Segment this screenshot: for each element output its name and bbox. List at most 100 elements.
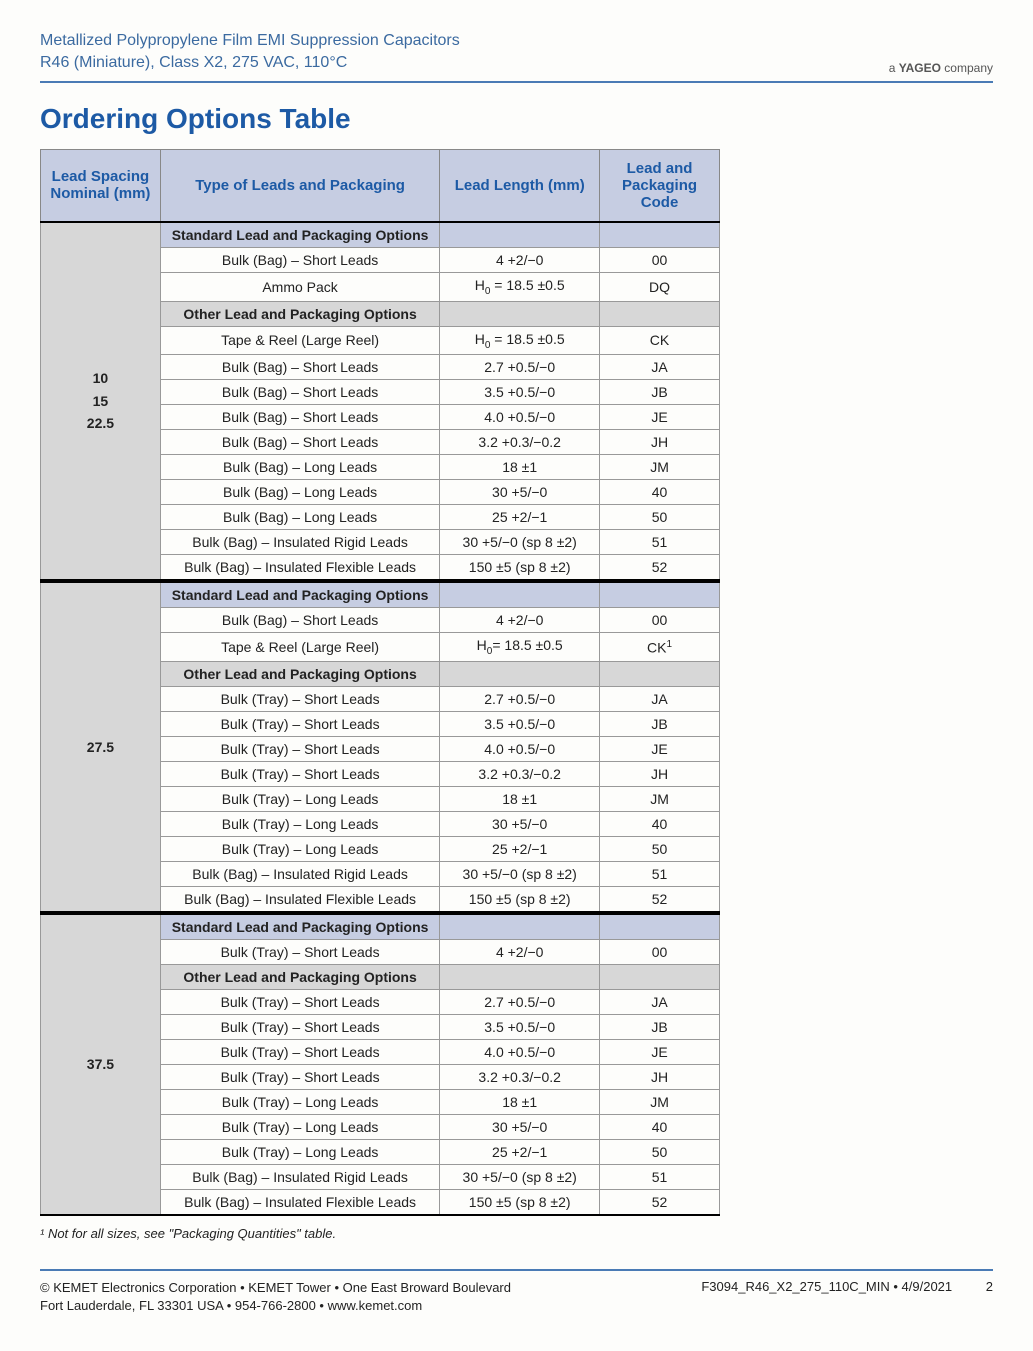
type-cell: Bulk (Bag) – Short Leads: [160, 247, 439, 272]
code-cell: 52: [600, 887, 720, 914]
header-right: a YAGEO company: [889, 61, 993, 75]
section-other: Other Lead and Packaging Options: [160, 965, 439, 990]
len-cell: 30 +5/−0: [440, 1115, 600, 1140]
code-cell: 40: [600, 1115, 720, 1140]
code-cell: JH: [600, 430, 720, 455]
code-cell: DQ: [600, 272, 720, 301]
lead-spacing-cell: 37.5: [41, 913, 161, 1215]
code-cell: JM: [600, 455, 720, 480]
col-type: Type of Leads and Packaging: [160, 149, 439, 222]
len-cell: 30 +5/−0: [440, 812, 600, 837]
type-cell: Bulk (Tray) – Short Leads: [160, 712, 439, 737]
code-cell: 51: [600, 1165, 720, 1190]
len-cell: 3.5 +0.5/−0: [440, 380, 600, 405]
code-cell: JE: [600, 1040, 720, 1065]
code-cell: JA: [600, 687, 720, 712]
code-cell: CK1: [600, 633, 720, 662]
len-cell: 3.5 +0.5/−0: [440, 712, 600, 737]
len-cell: 3.5 +0.5/−0: [440, 1015, 600, 1040]
page-footer: © KEMET Electronics Corporation • KEMET …: [40, 1269, 993, 1315]
footnote: ¹ Not for all sizes, see "Packaging Quan…: [40, 1226, 993, 1241]
len-cell: 18 ±1: [440, 1090, 600, 1115]
type-cell: Bulk (Bag) – Short Leads: [160, 608, 439, 633]
section-other: Other Lead and Packaging Options: [160, 301, 439, 326]
code-cell: JB: [600, 712, 720, 737]
type-cell: Bulk (Bag) – Insulated Flexible Leads: [160, 555, 439, 582]
type-cell: Bulk (Bag) – Insulated Rigid Leads: [160, 530, 439, 555]
len-cell: 150 ±5 (sp 8 ±2): [440, 1190, 600, 1216]
type-cell: Bulk (Bag) – Insulated Flexible Leads: [160, 887, 439, 914]
len-cell: 150 ±5 (sp 8 ±2): [440, 555, 600, 582]
code-cell: 50: [600, 505, 720, 530]
type-cell: Bulk (Tray) – Short Leads: [160, 762, 439, 787]
code-cell: CK: [600, 326, 720, 355]
len-cell: 4.0 +0.5/−0: [440, 737, 600, 762]
footer-right: F3094_R46_X2_275_110C_MIN • 4/9/2021 2: [701, 1279, 993, 1315]
type-cell: Bulk (Tray) – Long Leads: [160, 837, 439, 862]
type-cell: Tape & Reel (Large Reel): [160, 633, 439, 662]
len-cell: 4 +2/−0: [440, 940, 600, 965]
code-cell: 52: [600, 1190, 720, 1216]
len-cell: H0= 18.5 ±0.5: [440, 633, 600, 662]
type-cell: Bulk (Tray) – Short Leads: [160, 990, 439, 1015]
col-lead-length: Lead Length (mm): [440, 149, 600, 222]
len-cell: H0 = 18.5 ±0.5: [440, 272, 600, 301]
code-cell: JM: [600, 1090, 720, 1115]
code-cell: JB: [600, 1015, 720, 1040]
len-cell: H0 = 18.5 ±0.5: [440, 326, 600, 355]
code-cell: JH: [600, 762, 720, 787]
type-cell: Bulk (Bag) – Short Leads: [160, 430, 439, 455]
footer-line1: © KEMET Electronics Corporation • KEMET …: [40, 1279, 511, 1297]
len-cell: 3.2 +0.3/−0.2: [440, 762, 600, 787]
type-cell: Bulk (Bag) – Short Leads: [160, 355, 439, 380]
section-standard: Standard Lead and Packaging Options: [160, 222, 439, 248]
code-cell: JA: [600, 990, 720, 1015]
type-cell: Bulk (Tray) – Short Leads: [160, 1015, 439, 1040]
lead-spacing-cell: 27.5: [41, 581, 161, 913]
type-cell: Bulk (Bag) – Short Leads: [160, 405, 439, 430]
type-cell: Bulk (Tray) – Short Leads: [160, 737, 439, 762]
footer-page: 2: [986, 1279, 993, 1294]
code-cell: JA: [600, 355, 720, 380]
type-cell: Bulk (Tray) – Short Leads: [160, 687, 439, 712]
section-standard: Standard Lead and Packaging Options: [160, 913, 439, 940]
len-cell: 30 +5/−0 (sp 8 ±2): [440, 1165, 600, 1190]
col-lead-spacing: Lead Spacing Nominal (mm): [41, 149, 161, 222]
len-cell: 30 +5/−0: [440, 480, 600, 505]
footer-doc-id: F3094_R46_X2_275_110C_MIN • 4/9/2021: [701, 1279, 952, 1294]
code-cell: 00: [600, 247, 720, 272]
type-cell: Bulk (Tray) – Short Leads: [160, 1065, 439, 1090]
footer-line2: Fort Lauderdale, FL 33301 USA • 954-766-…: [40, 1297, 511, 1315]
code-cell: 50: [600, 1140, 720, 1165]
code-cell: 52: [600, 555, 720, 582]
len-cell: 4 +2/−0: [440, 608, 600, 633]
code-cell: JE: [600, 737, 720, 762]
code-cell: JB: [600, 380, 720, 405]
type-cell: Bulk (Bag) – Insulated Rigid Leads: [160, 1165, 439, 1190]
type-cell: Bulk (Tray) – Long Leads: [160, 1090, 439, 1115]
page-header: Metallized Polypropylene Film EMI Suppre…: [40, 30, 993, 83]
header-left: Metallized Polypropylene Film EMI Suppre…: [40, 30, 460, 75]
len-cell: 18 ±1: [440, 787, 600, 812]
len-cell: 30 +5/−0 (sp 8 ±2): [440, 862, 600, 887]
doc-title-line2: R46 (Miniature), Class X2, 275 VAC, 110°…: [40, 52, 460, 74]
len-cell: 25 +2/−1: [440, 837, 600, 862]
type-cell: Bulk (Bag) – Long Leads: [160, 480, 439, 505]
code-cell: 40: [600, 812, 720, 837]
len-cell: 4.0 +0.5/−0: [440, 1040, 600, 1065]
len-cell: 4 +2/−0: [440, 247, 600, 272]
type-cell: Bulk (Tray) – Short Leads: [160, 940, 439, 965]
len-cell: 18 ±1: [440, 455, 600, 480]
type-cell: Bulk (Tray) – Long Leads: [160, 812, 439, 837]
type-cell: Bulk (Bag) – Long Leads: [160, 455, 439, 480]
type-cell: Bulk (Tray) – Long Leads: [160, 1115, 439, 1140]
type-cell: Bulk (Tray) – Long Leads: [160, 1140, 439, 1165]
col-code: Lead and Packaging Code: [600, 149, 720, 222]
lead-spacing-cell: 101522.5: [41, 222, 161, 582]
company-label: a YAGEO company: [889, 61, 993, 75]
code-cell: JH: [600, 1065, 720, 1090]
type-cell: Bulk (Bag) – Long Leads: [160, 505, 439, 530]
code-cell: 50: [600, 837, 720, 862]
code-cell: 40: [600, 480, 720, 505]
page-title: Ordering Options Table: [40, 103, 993, 135]
